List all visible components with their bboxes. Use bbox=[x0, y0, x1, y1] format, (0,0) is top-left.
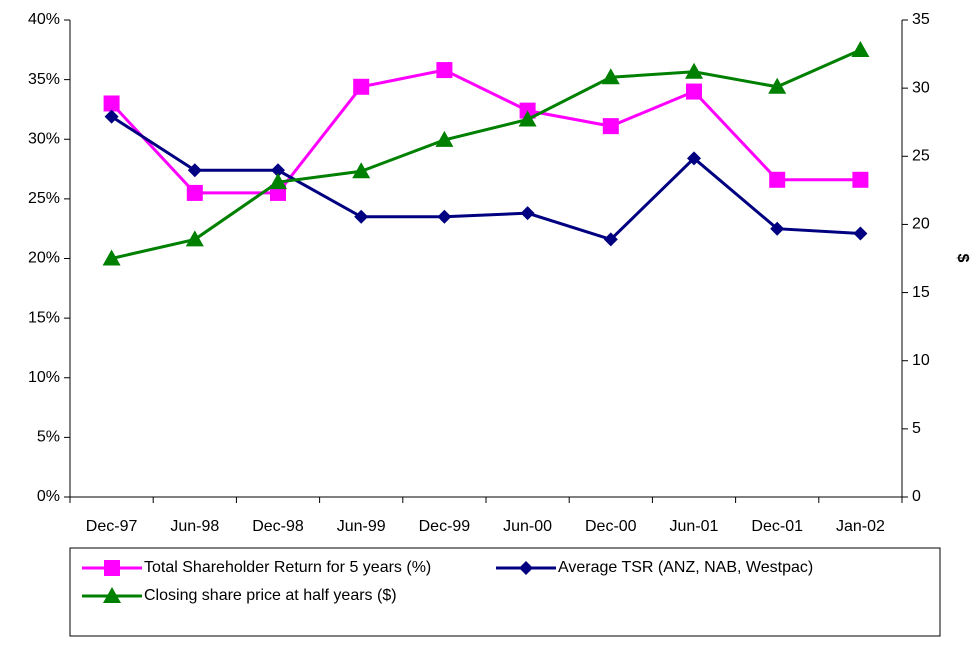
marker bbox=[685, 62, 703, 79]
marker bbox=[271, 163, 285, 178]
marker bbox=[269, 173, 287, 190]
y-tick-label: 25% bbox=[28, 190, 60, 207]
legend-label: Average TSR (ANZ, NAB, Westpac) bbox=[558, 559, 813, 576]
y2-axis-label: $ bbox=[954, 254, 971, 263]
y-tick-label: 0% bbox=[37, 488, 60, 505]
y-tick-label: 35% bbox=[28, 71, 60, 88]
marker bbox=[435, 130, 454, 147]
legend-label: Total Shareholder Return for 5 years (%) bbox=[144, 559, 431, 576]
marker bbox=[602, 118, 619, 135]
y-tick-label: 20% bbox=[28, 250, 60, 267]
y2-tick-label: 0 bbox=[912, 488, 921, 505]
marker bbox=[185, 230, 204, 247]
marker bbox=[437, 209, 452, 224]
marker bbox=[352, 162, 371, 179]
x-tick-label: Dec-97 bbox=[86, 518, 138, 535]
y-tick-label: 40% bbox=[28, 11, 60, 28]
marker bbox=[686, 83, 702, 100]
marker bbox=[436, 62, 453, 79]
x-tick-label: Jun-99 bbox=[337, 518, 386, 535]
x-tick-label: Dec-98 bbox=[252, 518, 304, 535]
y-tick-label: 15% bbox=[28, 309, 60, 326]
marker bbox=[769, 171, 786, 188]
x-tick-label: Jun-01 bbox=[670, 518, 719, 535]
series-line bbox=[110, 115, 861, 242]
marker bbox=[851, 40, 870, 57]
marker bbox=[102, 249, 121, 266]
marker bbox=[519, 561, 533, 575]
legend-box bbox=[69, 547, 941, 637]
y2-tick-label: 30 bbox=[912, 79, 930, 96]
marker bbox=[103, 95, 120, 112]
marker bbox=[852, 171, 869, 188]
marker bbox=[770, 221, 785, 236]
y2-tick-label: 10 bbox=[912, 352, 930, 369]
marker bbox=[103, 587, 121, 603]
marker bbox=[853, 226, 868, 241]
y2-tick-label: 35 bbox=[912, 11, 930, 28]
series-line bbox=[110, 68, 861, 195]
y2-tick-label: 20 bbox=[912, 216, 930, 233]
marker bbox=[186, 184, 203, 201]
marker bbox=[104, 109, 119, 124]
x-tick-label: Jan-02 bbox=[836, 518, 885, 535]
legend-label: Closing share price at half years ($) bbox=[144, 587, 397, 604]
series-line bbox=[111, 48, 862, 260]
x-tick-label: Dec-01 bbox=[751, 518, 803, 535]
y-tick-label: 30% bbox=[28, 130, 60, 147]
y-tick-label: 5% bbox=[37, 429, 60, 446]
marker bbox=[601, 68, 620, 85]
x-tick-label: Jun-98 bbox=[170, 518, 219, 535]
marker bbox=[520, 206, 535, 221]
x-tick-label: Dec-99 bbox=[419, 518, 471, 535]
marker bbox=[104, 560, 120, 576]
marker bbox=[187, 163, 202, 178]
marker bbox=[687, 151, 701, 166]
marker bbox=[603, 232, 618, 247]
y2-tick-label: 25 bbox=[912, 148, 930, 165]
x-tick-label: Dec-00 bbox=[585, 518, 637, 535]
marker bbox=[768, 77, 787, 94]
y-tick-label: 10% bbox=[28, 369, 60, 386]
marker bbox=[354, 209, 369, 224]
y2-tick-label: 5 bbox=[912, 420, 921, 437]
x-tick-label: Jun-00 bbox=[503, 518, 552, 535]
marker bbox=[353, 78, 370, 95]
marker bbox=[518, 110, 537, 127]
y2-tick-label: 15 bbox=[912, 284, 930, 301]
